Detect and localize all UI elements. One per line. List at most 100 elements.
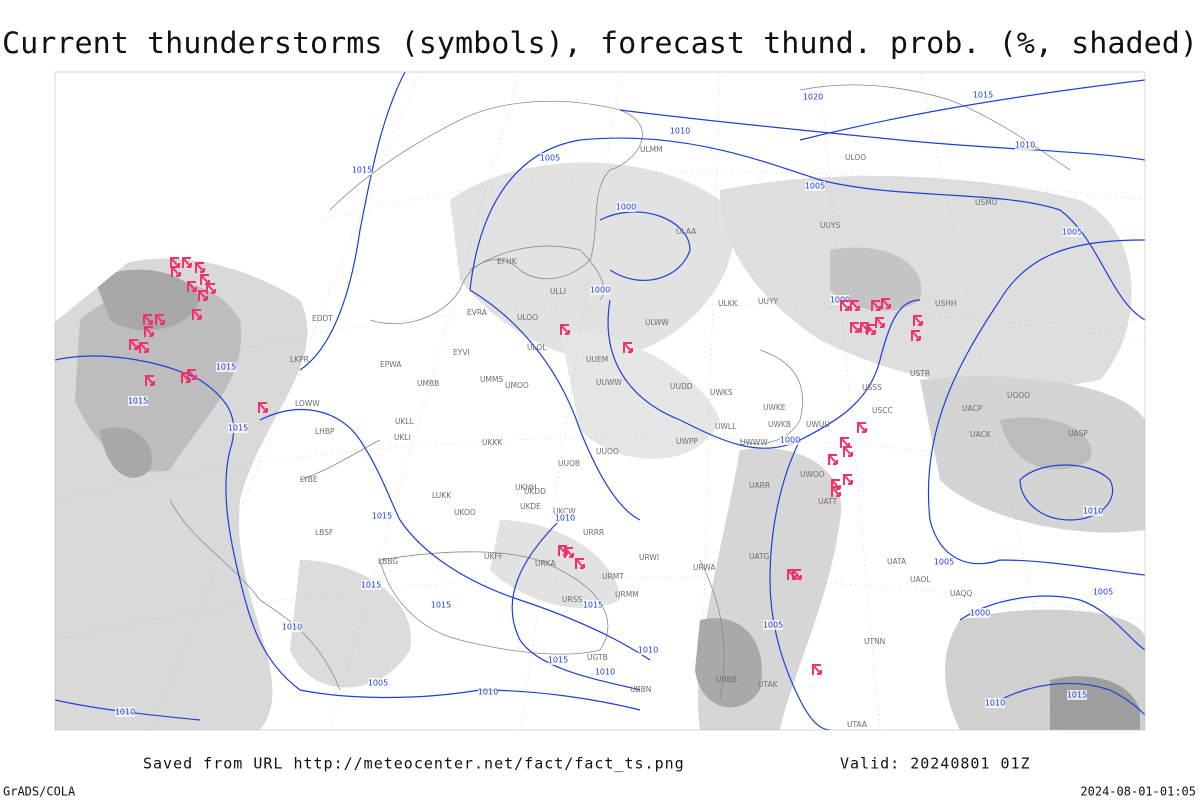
graticule bbox=[55, 72, 1145, 730]
station-code: UKDD bbox=[524, 487, 546, 496]
isobar-label: 1010 bbox=[1015, 141, 1035, 150]
timestamp: 2024-08-01-01:05 bbox=[1080, 785, 1196, 799]
thunderstorm-symbol bbox=[200, 274, 210, 285]
station-code: UUWW bbox=[596, 378, 622, 387]
station-code: UATT bbox=[818, 497, 837, 506]
station-code: UMMS bbox=[480, 375, 503, 384]
station-code: UKOO bbox=[454, 508, 476, 517]
station-code: LBSF bbox=[315, 528, 333, 537]
station-code: UTAA bbox=[847, 720, 868, 729]
thunderstorm-symbol bbox=[812, 664, 822, 675]
station-code: EVRA bbox=[467, 308, 488, 317]
station-code: UKDE bbox=[520, 502, 541, 511]
isobar-label-bg bbox=[670, 126, 690, 136]
station-code: UUYY bbox=[758, 297, 779, 306]
isobar-label-bg bbox=[1067, 690, 1087, 700]
isobar-label: 1000 bbox=[616, 203, 636, 212]
station-code: URRR bbox=[583, 528, 604, 537]
thunderstorm-symbol bbox=[170, 257, 180, 268]
isobar-label-bg bbox=[1015, 140, 1035, 150]
station-code: EDDT bbox=[312, 314, 333, 323]
isobar-label: 1015 bbox=[1067, 691, 1087, 700]
station-code: UWLL bbox=[715, 422, 737, 431]
station-code: URSS bbox=[562, 595, 582, 604]
station-code: USHH bbox=[935, 299, 957, 308]
isobar-label-bg bbox=[128, 396, 148, 406]
isobar-label: 1000 bbox=[780, 436, 800, 445]
station-code: UASP bbox=[1068, 429, 1088, 438]
thunderstorm-symbol bbox=[144, 326, 154, 337]
isobar-label: 1010 bbox=[1083, 507, 1103, 516]
station-code: UWKB bbox=[768, 420, 791, 429]
station-code: UACP bbox=[962, 404, 983, 413]
station-code: ULLI bbox=[550, 287, 566, 296]
isobar-label-bg bbox=[970, 608, 990, 618]
isobar-label-bg bbox=[1083, 506, 1103, 516]
isobar-label: 1010 bbox=[670, 127, 690, 136]
isobar-label-bg bbox=[1062, 227, 1082, 237]
station-code: ULMM bbox=[640, 145, 663, 154]
station-code: ULKK bbox=[718, 299, 739, 308]
station-code: LYBE bbox=[300, 475, 318, 484]
isobar-label-bg bbox=[216, 362, 236, 372]
isobar-label-bg bbox=[372, 511, 392, 521]
station-code: UWKE bbox=[763, 403, 786, 412]
isobar-label-bg bbox=[368, 678, 388, 688]
isobar-label-bg bbox=[763, 620, 783, 630]
thunderstorm-symbol bbox=[560, 324, 570, 335]
thunderstorm-symbol bbox=[840, 300, 850, 311]
station-code: URWA bbox=[693, 563, 716, 572]
isobar-label: 1015 bbox=[352, 166, 372, 175]
isobar-label: 1005 bbox=[368, 679, 388, 688]
station-code: UUEM bbox=[586, 355, 608, 364]
thunderstorm-symbol bbox=[182, 257, 192, 268]
isobar-label: 1015 bbox=[973, 91, 993, 100]
isobar-label: 1010 bbox=[478, 688, 498, 697]
station-code: UATG bbox=[749, 552, 770, 561]
thunderstorm-symbols bbox=[129, 257, 923, 675]
station-code: URWI bbox=[639, 553, 659, 562]
isobar-label: 1015 bbox=[583, 601, 603, 610]
thunderstorm-symbol bbox=[181, 372, 191, 383]
station-code: EFHK bbox=[497, 257, 518, 266]
isobar-label: 1000 bbox=[590, 286, 610, 295]
thunderstorm-symbol bbox=[129, 339, 139, 350]
isobar-label-bg bbox=[228, 423, 248, 433]
isobar-label: 1005 bbox=[1062, 228, 1082, 237]
thunderstorm-symbol bbox=[143, 314, 153, 325]
isobar-label: 1010 bbox=[555, 514, 575, 523]
thunderstorm-symbol bbox=[558, 545, 568, 556]
station-code: UBBB bbox=[716, 675, 737, 684]
probability-shading bbox=[55, 162, 1145, 730]
isobar-label: 1015 bbox=[128, 397, 148, 406]
isobar-label-bg bbox=[431, 600, 451, 610]
thunderstorm-symbol bbox=[850, 322, 860, 333]
station-code: URMM bbox=[615, 590, 639, 599]
isobar-label: 1010 bbox=[115, 708, 135, 717]
thunderstorm-symbol bbox=[875, 317, 885, 328]
station-code: UUYS bbox=[820, 221, 841, 230]
isobar-label-bg bbox=[973, 90, 993, 100]
station-code: UKLL bbox=[395, 417, 415, 426]
station-code: UMOO bbox=[505, 381, 529, 390]
station-code: UUDD bbox=[670, 382, 693, 391]
station-code: USSS bbox=[862, 383, 882, 392]
map-area: ULMM ULOO ULAA UUYS USMU EFHK ULLI ULOO ULOL UUEM… bbox=[55, 72, 1145, 730]
thunderstorm-symbol bbox=[171, 266, 181, 277]
software-credit: GrADS/COLA bbox=[3, 785, 76, 799]
thunderstorm-symbol bbox=[187, 369, 197, 380]
station-code: UKKK bbox=[482, 438, 503, 447]
station-code: ULOO bbox=[845, 153, 866, 162]
isobar-label: 1015 bbox=[431, 601, 451, 610]
station-code: EYVI bbox=[453, 348, 470, 357]
station-code: USTR bbox=[910, 369, 930, 378]
station-code: UTAK bbox=[758, 680, 779, 689]
station-code: URKA bbox=[535, 559, 556, 568]
thunderstorm-symbol bbox=[139, 342, 149, 353]
thunderstorm-symbol bbox=[871, 300, 881, 311]
thunderstorm-symbol bbox=[831, 479, 841, 490]
station-code: URMT bbox=[602, 572, 624, 581]
station-code: ULAA bbox=[676, 227, 697, 236]
isobar-label: 1005 bbox=[805, 182, 825, 191]
